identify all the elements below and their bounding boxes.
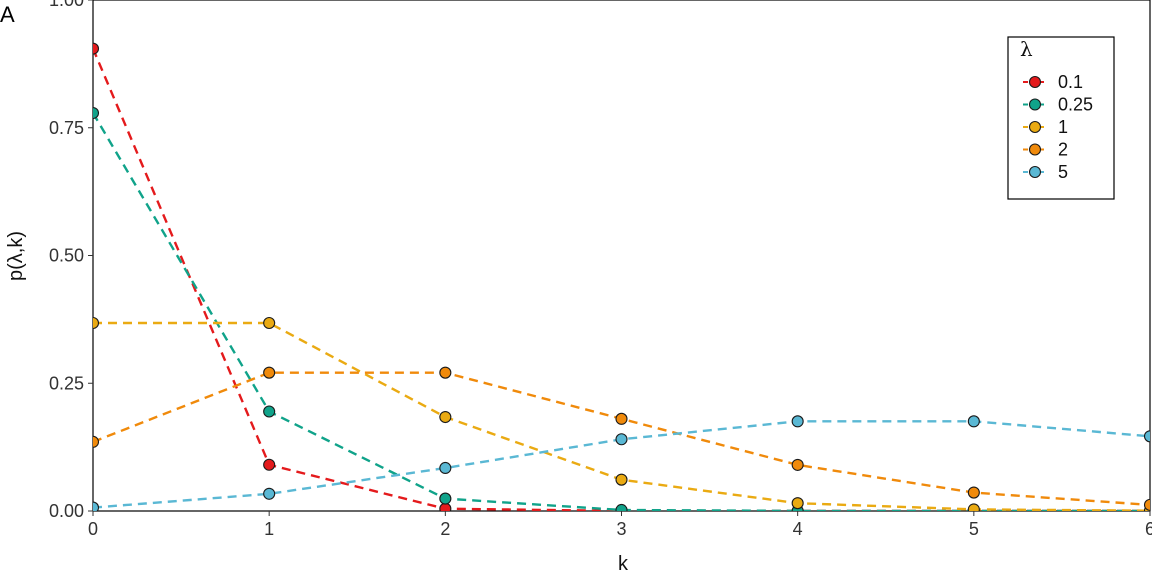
data-point bbox=[93, 435, 100, 448]
x-tick-label: 6 bbox=[1145, 519, 1152, 539]
series-layer bbox=[93, 42, 1150, 511]
panel-tag: A bbox=[0, 2, 15, 27]
legend: λ 0.1 0.251 25 bbox=[1007, 36, 1115, 200]
series-2 bbox=[93, 366, 1150, 511]
data-point bbox=[791, 415, 804, 428]
data-point bbox=[439, 366, 452, 379]
legend-key-point bbox=[1028, 165, 1042, 179]
x-tick-label: 3 bbox=[616, 519, 626, 539]
legend-items: 0.1 0.251 25 bbox=[1023, 72, 1093, 182]
series-1 bbox=[93, 316, 1150, 511]
legend-item: 5 bbox=[1023, 162, 1068, 182]
y-axis-title: p(λ,k) bbox=[5, 231, 27, 281]
data-point bbox=[439, 410, 452, 424]
data-point bbox=[263, 405, 276, 418]
legend-key-point bbox=[1028, 98, 1042, 111]
y-tick-label: 0.75 bbox=[49, 118, 84, 138]
data-point bbox=[1143, 498, 1150, 511]
legend-item: 1 bbox=[1023, 117, 1068, 137]
x-tick-label: 0 bbox=[88, 519, 98, 539]
legend-label: 1 bbox=[1058, 117, 1068, 137]
data-point bbox=[615, 473, 628, 486]
x-tick-label: 4 bbox=[793, 519, 803, 539]
data-point bbox=[615, 412, 628, 425]
legend-label: 2 bbox=[1058, 140, 1068, 160]
series-line bbox=[93, 112, 1150, 511]
data-point bbox=[439, 461, 452, 475]
axes: 0 1 2 3 4 5 6 0.00 0.25 0.50 0.75 1.00 bbox=[49, 0, 1152, 539]
series-0.1 bbox=[93, 42, 1150, 511]
data-point bbox=[791, 458, 804, 471]
data-point bbox=[263, 487, 276, 500]
data-point bbox=[615, 503, 628, 511]
data-point bbox=[615, 433, 628, 446]
data-point bbox=[93, 316, 100, 330]
legend-key-point bbox=[1028, 120, 1042, 134]
data-point bbox=[263, 366, 276, 379]
data-point bbox=[791, 497, 804, 510]
data-point bbox=[93, 42, 100, 55]
legend-label: 0.1 bbox=[1058, 72, 1083, 92]
series-0.25 bbox=[93, 106, 1150, 511]
data-point bbox=[439, 492, 452, 505]
y-tick-label: 1.00 bbox=[49, 0, 84, 10]
legend-item: 2 bbox=[1023, 140, 1068, 160]
data-point bbox=[967, 503, 980, 511]
legend-label: 0.25 bbox=[1058, 95, 1093, 115]
x-tick-label: 5 bbox=[969, 519, 979, 539]
data-point bbox=[263, 316, 276, 330]
y-tick-label: 0.25 bbox=[49, 373, 84, 393]
x-axis-title: k bbox=[618, 553, 629, 575]
legend-item: 0.1 bbox=[1023, 72, 1083, 92]
data-point bbox=[967, 486, 980, 499]
x-tick-label: 2 bbox=[440, 519, 450, 539]
data-point bbox=[93, 501, 100, 511]
data-point bbox=[967, 415, 980, 428]
y-tick-label: 0.50 bbox=[49, 246, 84, 266]
legend-title: λ bbox=[1020, 37, 1033, 61]
series-5 bbox=[93, 415, 1150, 511]
x-tick-label: 1 bbox=[264, 519, 274, 539]
y-tick-label: 0.00 bbox=[49, 501, 84, 521]
data-point bbox=[1143, 430, 1150, 443]
legend-key-point bbox=[1028, 75, 1042, 89]
legend-label: 5 bbox=[1058, 162, 1068, 182]
data-point bbox=[263, 458, 276, 471]
data-point bbox=[93, 106, 100, 120]
legend-item: 0.25 bbox=[1023, 95, 1093, 115]
legend-key-point bbox=[1028, 143, 1042, 156]
